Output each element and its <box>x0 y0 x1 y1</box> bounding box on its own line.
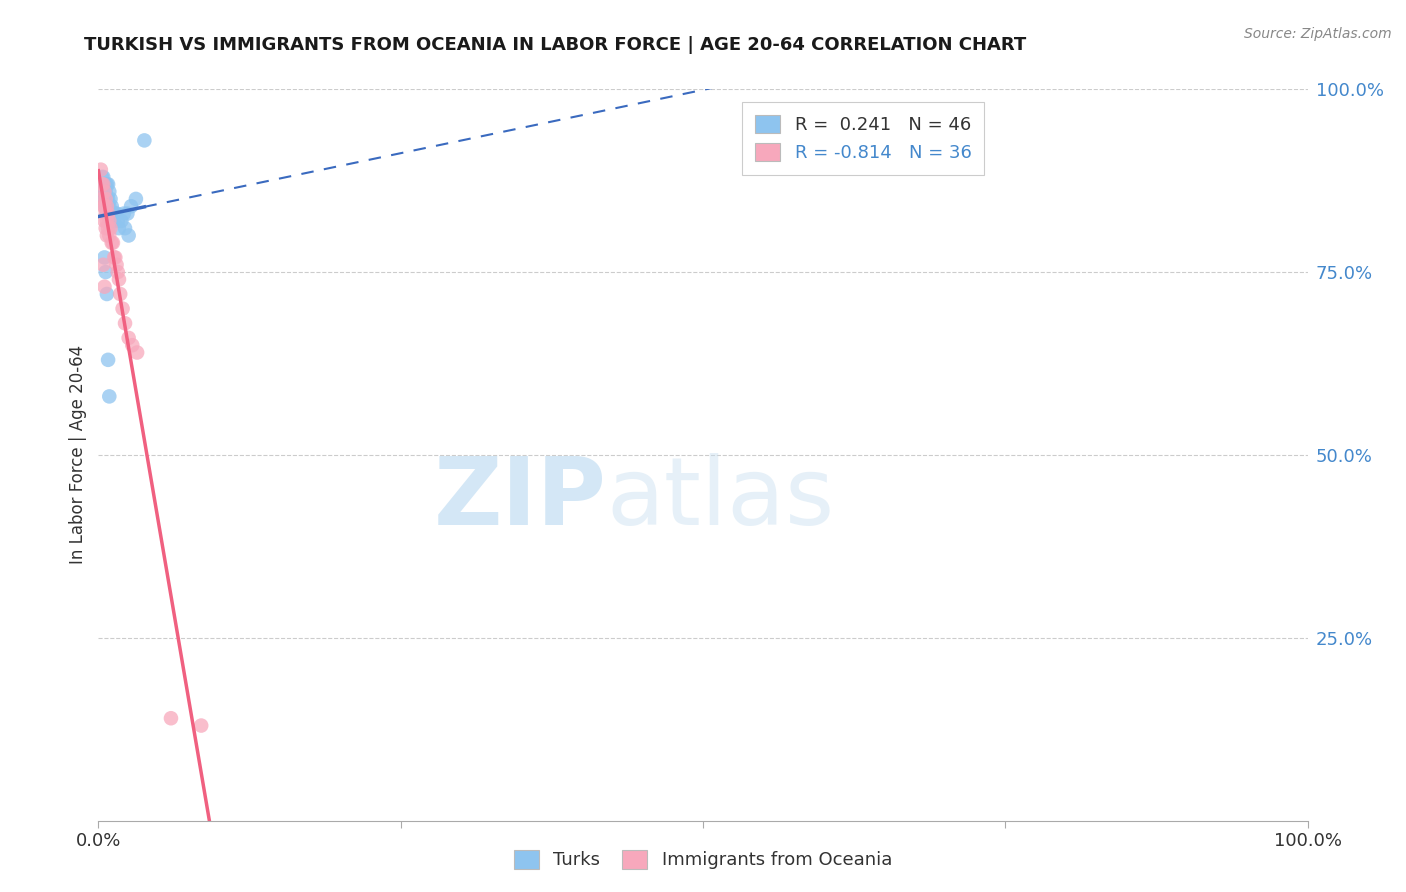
Point <box>94 192 117 206</box>
Point <box>98 214 121 228</box>
Point <box>98 389 121 403</box>
Text: Source: ZipAtlas.com: Source: ZipAtlas.com <box>1244 27 1392 41</box>
Point <box>93 185 115 199</box>
Point <box>118 228 141 243</box>
Point <box>104 206 127 220</box>
Point <box>108 272 131 286</box>
Point <box>96 214 118 228</box>
Point <box>107 214 129 228</box>
Point <box>101 235 124 250</box>
Point <box>101 206 124 220</box>
Point <box>125 192 148 206</box>
Point <box>100 192 122 206</box>
Point <box>100 221 122 235</box>
Point <box>103 251 125 265</box>
Point <box>114 316 136 330</box>
Point <box>91 178 114 192</box>
Text: atlas: atlas <box>606 453 835 545</box>
Point <box>94 206 117 220</box>
Point <box>96 199 118 213</box>
Point <box>91 178 114 192</box>
Point <box>93 192 115 206</box>
Point <box>127 345 149 359</box>
Point <box>90 162 112 177</box>
Point <box>105 258 128 272</box>
Point <box>93 214 115 228</box>
Point <box>110 214 132 228</box>
Point <box>94 192 117 206</box>
Point <box>97 206 120 220</box>
Point <box>160 711 183 725</box>
Point <box>97 178 120 192</box>
Point <box>93 185 115 199</box>
Point <box>94 265 117 279</box>
Text: ZIP: ZIP <box>433 453 606 545</box>
Legend: R =  0.241   N = 46, R = -0.814   N = 36: R = 0.241 N = 46, R = -0.814 N = 36 <box>742 102 984 175</box>
Point <box>120 199 142 213</box>
Point <box>96 228 118 243</box>
Point <box>117 206 139 220</box>
Point <box>98 228 121 243</box>
Point <box>190 718 212 732</box>
Point <box>93 279 115 293</box>
Point <box>100 206 122 220</box>
Point <box>100 235 122 250</box>
Point <box>91 192 114 206</box>
Point <box>91 258 114 272</box>
Point <box>108 287 131 301</box>
Point <box>100 214 122 228</box>
Point <box>94 178 117 192</box>
Point <box>91 169 114 184</box>
Point <box>94 185 117 199</box>
Point <box>98 199 121 213</box>
Point <box>97 352 120 367</box>
Point <box>94 221 117 235</box>
Point <box>100 199 122 213</box>
Point <box>96 199 118 213</box>
Point <box>96 206 118 220</box>
Point <box>91 178 114 192</box>
Point <box>134 133 156 147</box>
Point <box>107 265 129 279</box>
Point <box>105 206 128 220</box>
Point <box>103 214 125 228</box>
Legend: Turks, Immigrants from Oceania: Turks, Immigrants from Oceania <box>505 841 901 879</box>
Point <box>91 185 114 199</box>
Point <box>97 221 120 235</box>
Point <box>93 185 115 199</box>
Text: TURKISH VS IMMIGRANTS FROM OCEANIA IN LABOR FORCE | AGE 20-64 CORRELATION CHART: TURKISH VS IMMIGRANTS FROM OCEANIA IN LA… <box>84 36 1026 54</box>
Point <box>112 206 135 220</box>
Point <box>97 199 120 213</box>
Point <box>98 185 121 199</box>
Point <box>91 199 114 213</box>
Point <box>104 251 127 265</box>
Point <box>91 178 114 192</box>
Point <box>97 192 120 206</box>
Point <box>90 185 112 199</box>
Point <box>121 338 143 352</box>
Point <box>94 199 117 213</box>
Point <box>91 169 114 184</box>
Point <box>111 301 134 316</box>
Point <box>114 221 136 235</box>
Point <box>108 221 131 235</box>
Point <box>118 331 141 345</box>
Point <box>93 199 115 213</box>
Point <box>96 178 118 192</box>
Point <box>96 192 118 206</box>
Point <box>96 287 118 301</box>
Point <box>93 251 115 265</box>
Y-axis label: In Labor Force | Age 20-64: In Labor Force | Age 20-64 <box>69 345 87 565</box>
Point <box>93 178 115 192</box>
